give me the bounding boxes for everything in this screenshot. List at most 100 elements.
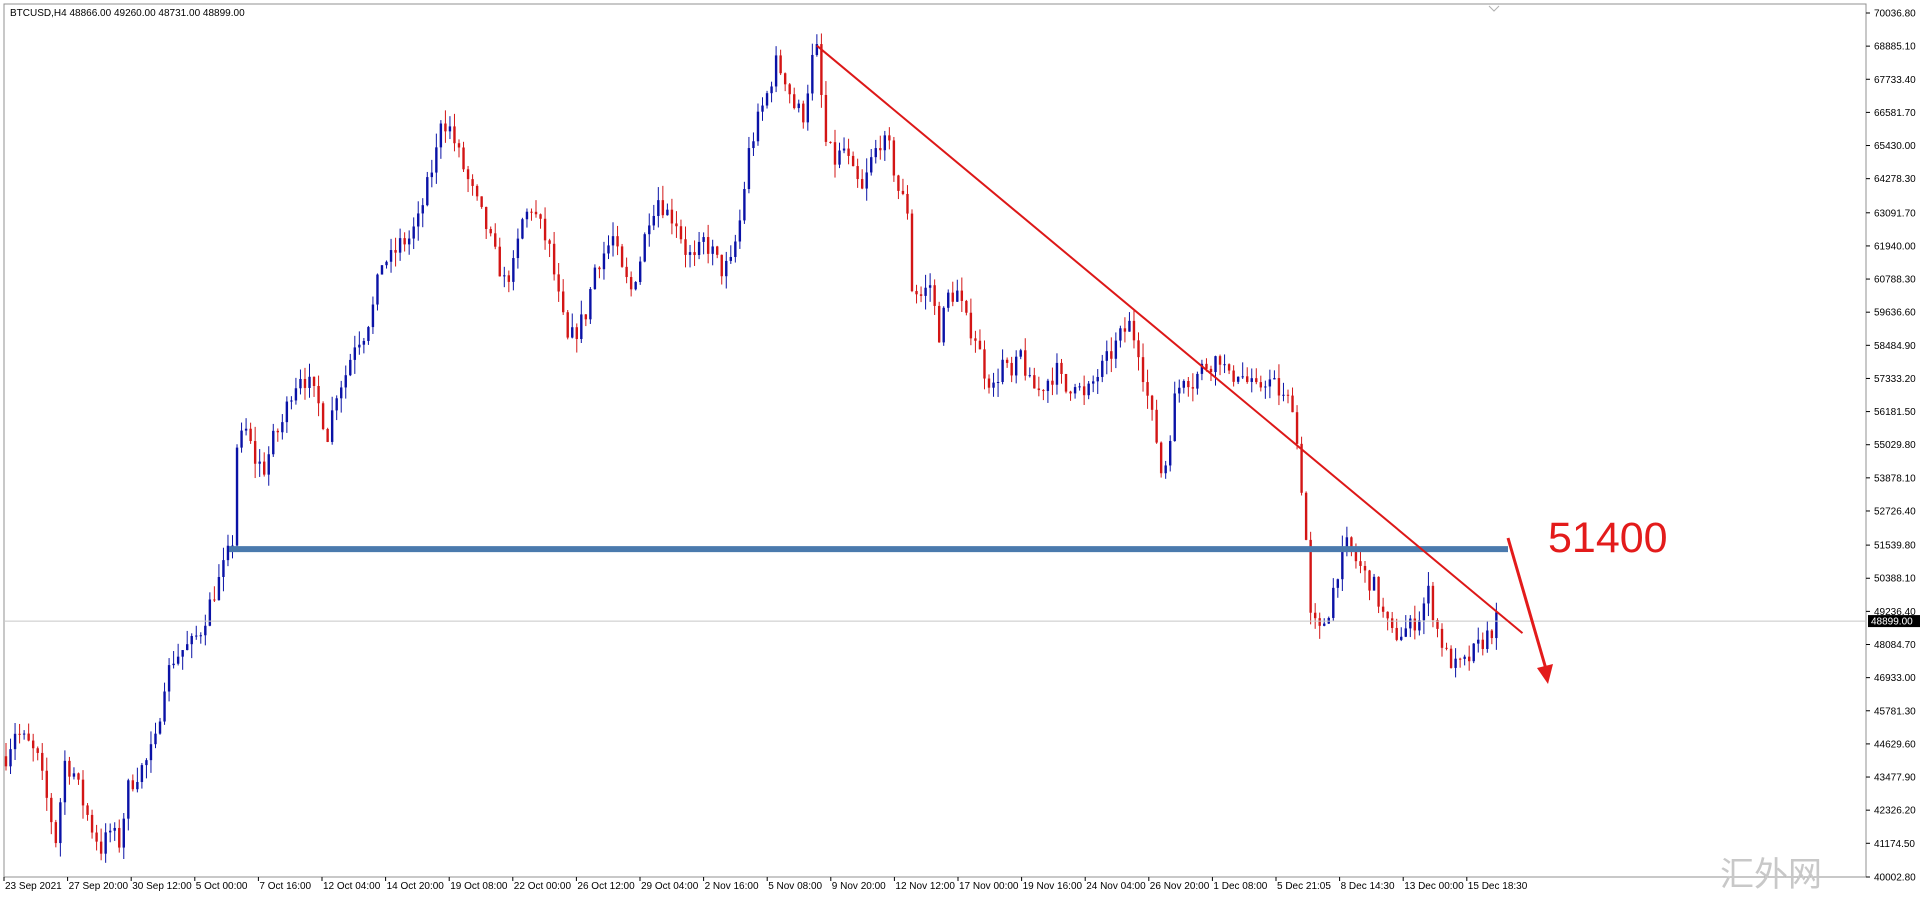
candle-body <box>1105 351 1108 361</box>
price-axis[interactable]: 70036.80 68885.10 67733.40 66581.70 65430.00… <box>1866 9 1916 884</box>
candle-body <box>186 644 189 651</box>
price-tick-label: 64278.30 <box>1874 174 1916 185</box>
time-tick-label: 26 Nov 20:00 <box>1150 881 1210 892</box>
candle-body <box>1178 387 1181 394</box>
candle-body <box>249 428 252 442</box>
time-tick-label: 29 Oct 04:00 <box>641 881 699 892</box>
candle-body <box>706 237 710 254</box>
symbol-info: BTCUSD,H4 48866.00 49260.00 48731.00 488… <box>10 8 245 19</box>
price-tick-label: 52726.40 <box>1874 506 1916 517</box>
candle-body <box>1128 320 1131 332</box>
candle-body <box>1458 658 1462 660</box>
candle-body <box>512 258 515 282</box>
candle-body <box>45 770 48 798</box>
candle-body <box>389 250 393 262</box>
candle-body <box>906 193 909 214</box>
time-tick-label: 14 Oct 20:00 <box>387 881 445 892</box>
candle-body <box>1409 618 1412 629</box>
candle-body <box>1014 356 1018 376</box>
time-tick-label: 19 Nov 16:00 <box>1023 881 1083 892</box>
candle-body <box>1354 551 1358 562</box>
time-tick-label: 2 Nov 16:00 <box>705 881 759 892</box>
candle-body <box>1001 359 1004 382</box>
candle-body <box>561 291 565 313</box>
candle-body <box>1141 357 1145 383</box>
candle-body <box>172 663 175 666</box>
candle-body <box>779 55 782 74</box>
time-tick-label: 12 Nov 12:00 <box>895 881 955 892</box>
candle-body <box>95 832 98 842</box>
candle-body <box>1418 620 1421 631</box>
candles-layer <box>4 33 1498 863</box>
level-annotation: 51400 <box>1548 514 1668 562</box>
candle-body <box>285 401 289 423</box>
time-tick-label: 9 Nov 20:00 <box>832 881 886 892</box>
candle-body <box>240 430 243 448</box>
candle-body <box>27 733 30 741</box>
time-tick-label: 17 Nov 00:00 <box>959 881 1019 892</box>
candle-body <box>1332 587 1335 618</box>
candle-body <box>1259 382 1263 388</box>
price-tick-label: 59636.60 <box>1874 308 1916 319</box>
candle-body <box>657 200 660 216</box>
price-tick-label: 44629.60 <box>1874 739 1916 750</box>
candle-body <box>756 111 760 142</box>
candle-body <box>158 721 162 734</box>
current-price-label: 48899.00 <box>1871 617 1913 628</box>
candle-body <box>1386 611 1389 619</box>
candle-body <box>684 239 687 255</box>
price-tick-label: 66581.70 <box>1874 108 1916 119</box>
time-tick-label: 19 Oct 08:00 <box>450 881 508 892</box>
candle-body <box>566 312 569 338</box>
candle-body <box>1024 350 1027 376</box>
candle-body <box>765 93 769 106</box>
candle-body <box>1350 537 1353 552</box>
price-tick-label: 70036.80 <box>1874 9 1916 20</box>
candle-body <box>394 250 397 253</box>
candle-body <box>1309 539 1312 613</box>
candle-body <box>1123 328 1127 332</box>
candle-body <box>22 733 26 735</box>
candle-body <box>176 656 180 664</box>
candle-body <box>50 797 53 823</box>
candle-body <box>806 93 810 123</box>
candle-body <box>1078 386 1081 388</box>
candle-body <box>761 105 764 112</box>
price-tick-label: 63091.70 <box>1874 208 1916 219</box>
candle-body <box>290 400 293 402</box>
candle-body <box>303 378 307 388</box>
price-tick-label: 65430.00 <box>1874 141 1916 152</box>
candle-body <box>951 292 954 302</box>
price-tick-label: 68885.10 <box>1874 42 1916 53</box>
candle-body <box>253 441 257 464</box>
candle-body <box>842 148 846 151</box>
candle-body <box>1277 378 1281 396</box>
candle-body <box>1209 368 1213 373</box>
candle-body <box>1481 639 1484 649</box>
candle-body <box>167 665 171 692</box>
time-tick-label: 5 Dec 21:05 <box>1277 881 1331 892</box>
candle-body <box>620 246 624 267</box>
candle-body <box>36 748 39 753</box>
candle-body <box>385 261 388 266</box>
candle-body <box>1051 380 1054 385</box>
candle-body <box>611 236 615 246</box>
candle-body <box>1359 561 1362 566</box>
candle-body <box>1304 492 1308 540</box>
candle-body <box>498 246 501 277</box>
candle-body <box>716 246 719 255</box>
candle-body <box>1404 628 1407 637</box>
candle-body <box>1255 378 1258 383</box>
candle-body <box>928 285 932 288</box>
candle-body <box>380 265 384 275</box>
candle-body <box>919 294 923 296</box>
candle-body <box>1495 612 1498 639</box>
candle-body <box>987 378 991 388</box>
candle-body <box>870 157 873 173</box>
candle-body <box>353 347 357 360</box>
candle-body <box>1368 570 1371 591</box>
time-axis[interactable]: 23 Sep 2021 27 Sep 20:00 30 Sep 12:00 5 Oct… <box>3 877 1528 892</box>
trendline[interactable] <box>816 44 1524 634</box>
candle-body <box>788 84 791 95</box>
